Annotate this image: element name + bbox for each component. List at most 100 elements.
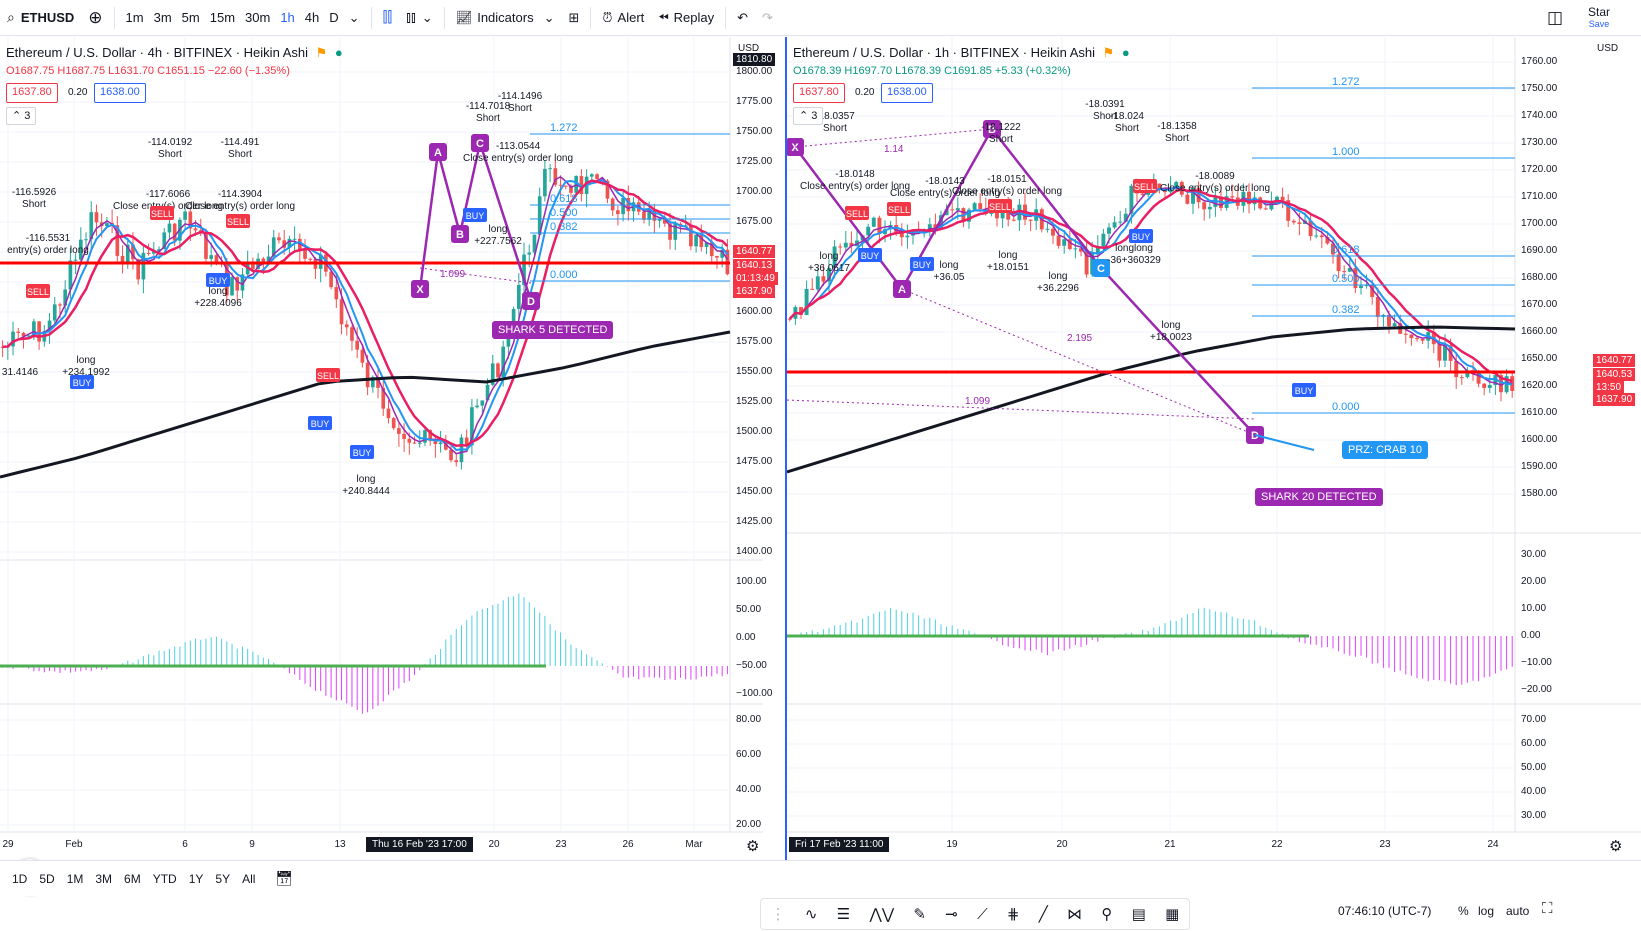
alert-button[interactable]: ⏰︎ Alert [595,0,651,36]
timeframe-5m[interactable]: 5m [181,10,200,25]
candle-body [52,304,57,321]
fib-level-label: 0.500 [1332,273,1360,285]
horizontal-lines-icon[interactable]: ☰ [836,906,851,923]
right-pattern-tag[interactable]: SHARK 20 DETECTED [1255,488,1383,506]
clock[interactable]: 07:46:10 (UTC-7) [1338,904,1432,918]
brush-icon[interactable]: ✎ [913,906,926,923]
time-tick-label: Mar [685,839,703,850]
heikin-ashi-button[interactable]: ⫾⫾ ⌄ [399,0,440,36]
range-6m[interactable]: 6M [124,871,141,886]
right-sell-price[interactable]: 1637.80 [793,83,845,103]
flag-icon: ⚑ [1102,45,1115,60]
chevron-down-icon[interactable]: ⌄ [348,9,360,25]
candle-body [355,340,360,350]
fullscreen-icon[interactable]: ⛶ [1542,900,1553,917]
left-sell-price[interactable]: 1637.80 [6,83,58,103]
left-chart-pane[interactable]: 29 Feb 6 9 13 20 23 26 Mar 1.272 0.618 0.500 0.382 0.… [0,37,778,895]
timeframe-3m[interactable]: 3m [153,10,172,25]
signal-note: Close entry(s) order long [463,153,573,164]
range-ytd[interactable]: YTD [152,871,177,886]
price-tick-label: 1675.00 [736,216,773,227]
pattern-icon[interactable]: ⋈ [1067,906,1083,923]
right-chart-pane[interactable]: 19 20 21 22 23 24 1.272 1.000 0.618 0.500 0.382 0.0… [785,37,1641,894]
candle-body [1079,248,1083,252]
rsi-tick-label: 50.00 [1521,762,1547,773]
sell-tag-label: SELL [989,202,1011,212]
candle-body [1487,384,1492,388]
buy-tag [350,445,374,459]
price-tick-label: 1760.00 [1521,56,1558,67]
right-settings-gear-icon[interactable]: ⚙ [1609,838,1623,855]
right-buy-price[interactable]: 1638.00 [881,83,933,103]
layouts-button[interactable]: ⊞ [561,0,586,36]
redo-button[interactable]: ↷ [755,0,780,36]
star-save-button[interactable]: Star Save [1588,6,1610,30]
auto-toggle[interactable]: auto [1506,904,1530,918]
trend-angle-icon[interactable]: ∿ [804,906,818,923]
signal-label: -117.6066 [146,189,191,200]
trend-line-icon[interactable]: ⟋ [977,905,988,923]
replay-button[interactable]: ⏪︎ Replay [651,0,721,36]
signal-note: +240.8444 [342,486,390,497]
signal-label: long [357,474,376,485]
horizontal-ray-icon[interactable]: ⊸ [945,906,958,923]
timeframe-d[interactable]: D [329,10,339,25]
fib-icon[interactable]: ⋕ [1006,906,1020,923]
signal-note: Close entry(s) order long [1160,183,1270,194]
magnet-icon[interactable]: ⚲ [1101,906,1113,923]
range-5d[interactable]: 5D [39,871,55,886]
right-bid-price: 1637.90 [1593,393,1636,406]
left-axis-top-label: 1810.80 [733,53,776,66]
symbol-search[interactable]: ⌕ ETHUSD [0,0,81,36]
range-1y[interactable]: 1Y [188,871,204,886]
candle-body [209,255,214,259]
prz-tag[interactable]: PRZ: CRAB 10 [1342,441,1428,459]
right-currency[interactable]: USD [1597,43,1619,54]
layout-toggle-button[interactable]: ◫ [1540,0,1570,36]
range-3m[interactable]: 3M [95,871,113,886]
right-chart-canvas[interactable]: 19 20 21 22 23 24 1.272 1.000 0.618 0.500 0.382 0.0… [787,37,1641,894]
drag-handle-icon[interactable]: ⋮ [770,906,786,923]
left-settings-gear-icon[interactable]: ⚙ [746,838,760,855]
left-pattern-tag[interactable]: SHARK 5 DETECTED [492,321,614,339]
candle-body [1375,296,1380,317]
range-1d[interactable]: 1D [12,871,28,886]
long-position-icon[interactable]: ▤ [1131,906,1146,923]
left-buy-price[interactable]: 1638.00 [94,83,146,103]
candle-body [412,442,417,444]
timeframe-1m[interactable]: 1m [125,10,144,25]
candle-body [506,337,511,347]
candle-body [1028,219,1033,221]
range-1m[interactable]: 1M [66,871,84,886]
buy-tag-label: BUY [209,276,228,286]
indicators-button[interactable]: 📈︎ Indicators ⌄ [449,0,562,36]
status-dot-icon: ● [334,45,343,60]
percent-toggle[interactable]: % [1458,904,1469,918]
candle-body [329,271,333,288]
candle-body [799,307,803,315]
bar-style-button[interactable]: ⫿⫿ [376,0,400,36]
rsi-tick-label: 60.00 [736,749,762,760]
log-toggle[interactable]: log [1478,904,1495,918]
left-currency[interactable]: USD [738,43,760,54]
candle-body [1258,197,1263,209]
compare-button[interactable]: ⊕ [81,0,109,36]
undo-button[interactable]: ↶ [730,0,755,36]
short-position-icon[interactable]: ▦ [1165,906,1180,923]
left-indicators-collapse[interactable]: ⌃ 3 [6,107,37,125]
timeframe-1h[interactable]: 1h [280,10,295,25]
left-chart-canvas[interactable]: 29 Feb 6 9 13 20 23 26 Mar 1.272 0.618 0.500 0.382 0.… [0,37,763,894]
range-5y[interactable]: 5Y [215,871,231,886]
alert-label: Alert [617,10,645,25]
xabcd-pattern-icon[interactable]: ⋀⋁ [869,906,895,923]
timeframe-4h[interactable]: 4h [304,10,320,25]
line-icon[interactable]: ╱ [1038,906,1048,923]
candle-body [843,242,848,248]
calendar-icon[interactable]: 📅︎ [275,870,294,886]
timeframe-30m[interactable]: 30m [245,10,271,25]
right-indicators-collapse[interactable]: ⌃ 3 [793,107,824,125]
pattern-point-marker [983,120,1001,138]
timeframe-15m[interactable]: 15m [209,10,236,25]
range-all[interactable]: All [242,871,256,886]
candle-body [381,387,386,409]
